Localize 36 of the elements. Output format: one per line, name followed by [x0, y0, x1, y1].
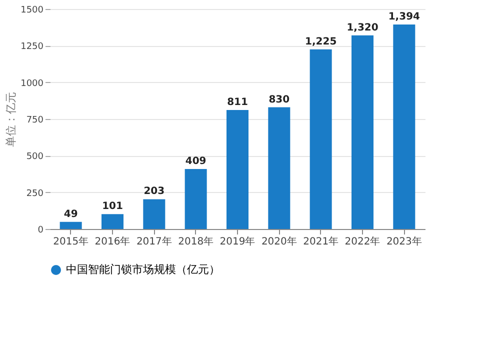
x-tick-label: 2015年	[53, 236, 89, 248]
bar	[102, 214, 124, 229]
x-tick-label: 2021年	[303, 236, 339, 248]
data-label: 1,394	[388, 12, 420, 23]
data-label: 203	[144, 186, 165, 198]
bar	[184, 169, 207, 229]
x-tick-label: 2019年	[220, 236, 256, 248]
x-tick-label: 2020年	[261, 236, 297, 248]
x-tick-label: 2022年	[344, 236, 380, 248]
data-label: 830	[268, 94, 290, 106]
x-tick-label: 2023年	[386, 236, 422, 248]
y-axis-title: 单位：亿元	[4, 92, 18, 147]
y-tick-label: 0	[38, 226, 44, 236]
bar	[268, 107, 290, 229]
y-tick-label: 250	[26, 188, 44, 199]
y-tick-label: 1250	[20, 42, 44, 52]
x-tick-label: 2018年	[178, 236, 214, 248]
data-label: 49	[64, 208, 78, 220]
x-tick-label: 2017年	[136, 236, 172, 248]
bar	[352, 35, 374, 229]
y-tick-label: 1500	[20, 6, 44, 16]
data-label: 409	[185, 156, 206, 168]
data-label: 101	[102, 201, 123, 212]
legend-label: 中国智能门锁市场规模（亿元）	[66, 263, 220, 276]
data-label: 1,320	[346, 22, 378, 34]
bar	[310, 49, 332, 229]
bar	[393, 24, 416, 229]
data-label: 811	[227, 97, 248, 108]
y-tick-label: 500	[26, 152, 44, 162]
bar	[143, 199, 166, 229]
bar	[60, 222, 82, 229]
bar	[226, 110, 248, 229]
x-tick-label: 2016年	[94, 236, 130, 248]
y-tick-label: 1000	[20, 78, 44, 89]
data-label: 1,225	[305, 36, 337, 48]
y-tick-label: 750	[26, 116, 44, 126]
